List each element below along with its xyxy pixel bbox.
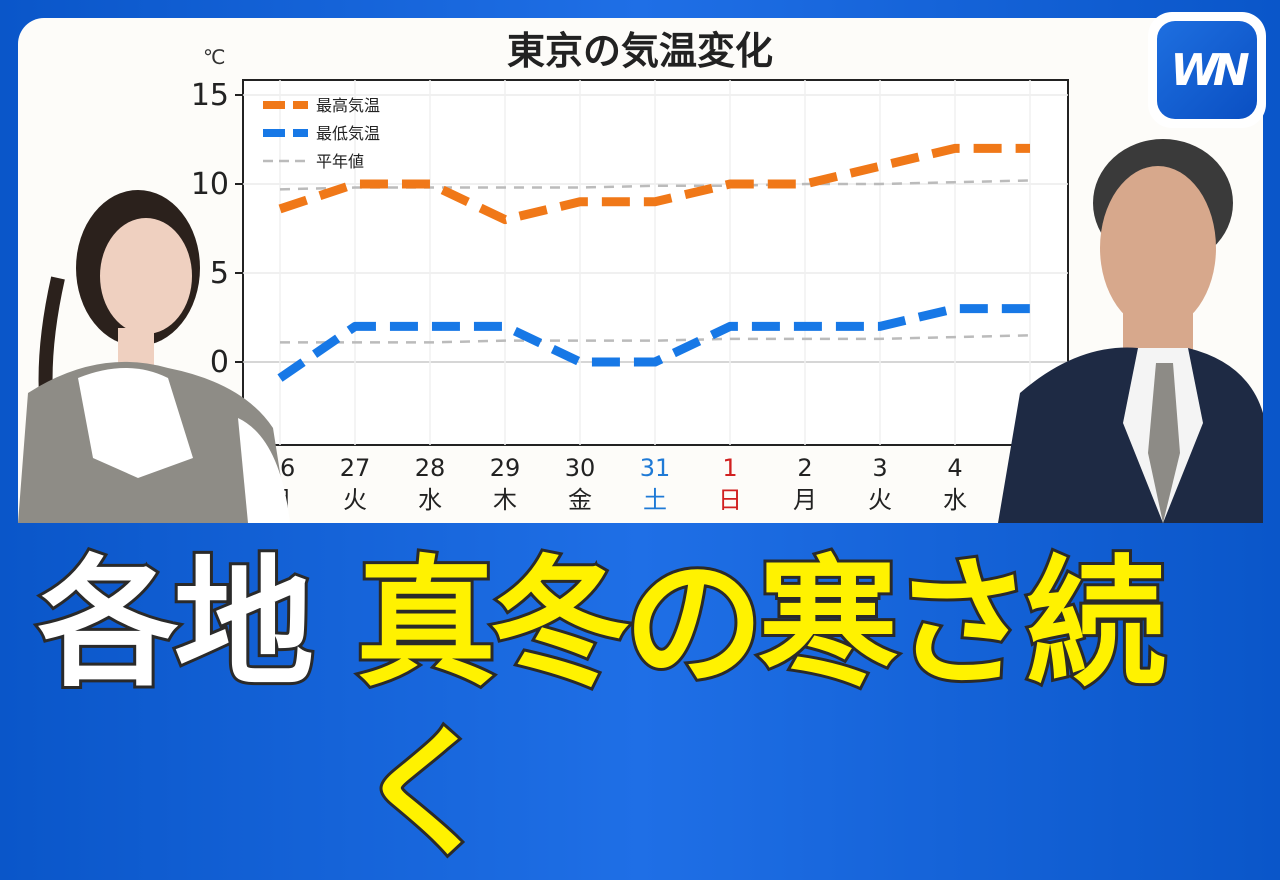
unit-label: ℃ <box>203 45 225 69</box>
temperature-chart: 東京の気温変化℃151050最高気温最低気温平年値26月27火28水29木30金… <box>191 29 1069 514</box>
x-tick-day: 28 <box>415 454 446 482</box>
x-tick-day: 3 <box>872 454 887 482</box>
presenter-man <box>998 139 1263 523</box>
legend-label: 最高気温 <box>316 96 380 115</box>
y-tick-label: 10 <box>191 167 229 202</box>
x-tick-weekday: 木 <box>493 486 517 514</box>
x-tick-weekday: 火 <box>343 486 367 514</box>
x-tick-day: 30 <box>565 454 596 482</box>
legend-label: 平年値 <box>316 152 364 171</box>
x-tick-weekday: 金 <box>568 486 592 514</box>
x-tick-weekday: 水 <box>418 486 442 514</box>
series-line-0 <box>278 143 1030 225</box>
x-tick-weekday: 月 <box>793 486 817 514</box>
x-tick-weekday: 日 <box>718 486 742 514</box>
presenter-woman <box>18 190 290 523</box>
caption-region: 各地 <box>35 540 317 709</box>
x-tick-day: 31 <box>640 454 671 482</box>
x-tick-weekday: 水 <box>943 486 967 514</box>
headline-caption: 各地 真冬の寒さ続く <box>0 528 1280 879</box>
x-tick-day: 4 <box>947 454 962 482</box>
y-tick-label: 15 <box>191 78 229 113</box>
y-tick-label: 5 <box>210 256 229 291</box>
x-tick-day: 29 <box>490 454 521 482</box>
x-tick-day: 1 <box>722 454 737 482</box>
weathernews-logo[interactable]: WN <box>1148 12 1266 128</box>
x-tick-weekday: 火 <box>868 486 892 514</box>
y-tick-label: 0 <box>210 345 229 380</box>
x-tick-day: 2 <box>797 454 812 482</box>
x-tick-weekday: 土 <box>643 486 667 514</box>
logo-mark: WN <box>1157 21 1257 119</box>
caption-headline: 真冬の寒さ続く <box>353 540 1169 879</box>
weather-board: 東京の気温変化℃151050最高気温最低気温平年値26月27火28水29木30金… <box>18 18 1263 523</box>
x-tick-day: 27 <box>340 454 371 482</box>
series-line-1 <box>277 304 1030 382</box>
chart-title: 東京の気温変化 <box>507 29 773 73</box>
legend-label: 最低気温 <box>316 124 380 143</box>
